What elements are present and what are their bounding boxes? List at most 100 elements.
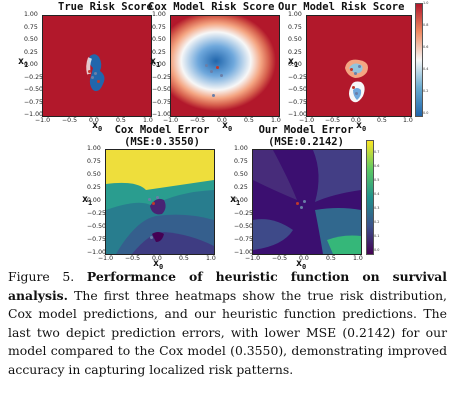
risk-colorbar-tick: 0.8 [423, 23, 429, 27]
y-tick-label: −0.75 [152, 98, 171, 106]
heatmap-cox-error [105, 149, 215, 255]
caption-label: Figure 5. [8, 269, 75, 284]
heatmap-cox-risk [170, 15, 280, 117]
x-tick-label: −0.5 [190, 117, 206, 124]
risk-colorbar-tick: 0.6 [423, 45, 429, 49]
x-tick-label: 0.0 [299, 255, 309, 262]
sample-point [150, 236, 153, 239]
sample-point [300, 206, 303, 209]
y-tick-label: −0.75 [234, 236, 253, 243]
x-tick-label: −1.0 [35, 117, 51, 124]
y-tick-label: 0.25 [288, 48, 302, 56]
x-tick-label: −1.0 [299, 117, 315, 124]
y-tick-label: −0.50 [24, 86, 43, 93]
sample-point [296, 202, 299, 205]
error-colorbar-tick: 0.7 [374, 150, 380, 154]
error-colorbar-tick: 0.0 [374, 248, 380, 252]
sample-point [350, 68, 353, 71]
x-axis-label: x0 [222, 120, 233, 133]
risk-colorbar-tick: 0.4 [423, 67, 429, 71]
caption-bold: Performance of heuristic function on sur… [8, 269, 447, 303]
x-tick-label: 0.5 [179, 255, 189, 262]
y-tick-label: 1.00 [288, 11, 302, 18]
panel-title: True Risk Score [58, 1, 153, 13]
sample-point [303, 200, 306, 203]
heatmap-our-error [252, 149, 362, 255]
y-tick-label: 0.50 [87, 171, 101, 178]
y-axis-label: x1 [288, 56, 299, 69]
risk-colorbar-tick: 0.0 [423, 111, 429, 115]
y-tick-label: −0.50 [234, 223, 253, 230]
y-tick-label: 0.75 [87, 158, 101, 165]
y-tick-label: 0.75 [288, 23, 302, 31]
y-tick-label: 0.50 [234, 171, 248, 178]
x-tick-label: 0.0 [351, 117, 361, 124]
x-tick-label: 0.5 [116, 117, 126, 124]
x-tick-label: −1.0 [245, 255, 261, 262]
y-axis-label: x1 [150, 56, 161, 69]
sample-point [210, 70, 213, 73]
error-colorbar-tick: 0.5 [374, 178, 380, 182]
risk-colorbar-tick: 1.0 [423, 1, 429, 5]
error-colorbar [366, 140, 374, 255]
cox-error-field [106, 180, 214, 254]
our-error-field [253, 150, 361, 254]
x-tick-label: −0.5 [272, 255, 288, 262]
y-tick-label: 1.00 [234, 145, 248, 152]
y-tick-label: 0.00 [24, 61, 38, 68]
error-colorbar-tick: 0.2 [374, 220, 380, 224]
x-axis-label: x0 [153, 258, 164, 271]
y-tick-label: −1.00 [24, 111, 43, 118]
y-tick-label: 0.25 [24, 48, 38, 56]
y-tick-label: −0.25 [152, 73, 171, 81]
x-tick-label: 0.0 [152, 255, 162, 262]
y-tick-label: 0.00 [152, 61, 166, 68]
y-tick-label: 1.00 [152, 11, 166, 18]
y-tick-label: −1.00 [152, 111, 171, 118]
x-axis-label: x0 [296, 258, 307, 271]
y-axis-label: x1 [18, 56, 29, 69]
x-tick-label: 0.0 [89, 117, 99, 124]
x-tick-label: 1.0 [206, 255, 216, 262]
error-colorbar-tick: 0.6 [374, 164, 380, 168]
x-tick-label: −0.5 [62, 117, 78, 124]
x-axis-label: x0 [356, 120, 367, 133]
x-tick-label: 0.5 [244, 117, 254, 124]
sample-point [352, 86, 355, 89]
y-tick-label: −0.25 [288, 73, 307, 81]
y-tick-label: −0.50 [288, 86, 307, 93]
y-tick-label: 1.00 [87, 145, 101, 152]
sample-point [358, 65, 361, 68]
x-tick-label: −1.0 [163, 117, 179, 124]
panel-title: Cox Model Error (MSE:0.3550) [114, 124, 210, 148]
x-tick-label: 1.0 [353, 255, 363, 262]
error-colorbar-tick: 0.3 [374, 206, 380, 210]
x-axis-label: x0 [92, 120, 103, 133]
error-colorbar-tick: 0.4 [374, 192, 380, 196]
y-tick-label: 0.50 [288, 36, 302, 43]
sample-point [91, 76, 94, 79]
y-tick-label: −0.25 [234, 210, 253, 217]
y-tick-label: −1.00 [87, 249, 106, 256]
x-tick-label: 0.5 [326, 255, 336, 262]
y-tick-label: 0.25 [152, 48, 166, 56]
sample-point [205, 64, 208, 67]
y-tick-label: 0.75 [24, 23, 38, 31]
y-tick-label: 0.25 [87, 184, 101, 191]
sample-point [156, 196, 159, 199]
true-risk-region [86, 54, 105, 92]
y-tick-label: −0.25 [24, 73, 43, 81]
sample-point [152, 202, 155, 205]
sample-point [220, 74, 223, 77]
y-tick-label: −0.75 [87, 236, 106, 243]
y-tick-label: −1.00 [288, 111, 307, 118]
x-tick-label: 1.0 [271, 117, 281, 124]
x-tick-label: 1.0 [143, 117, 153, 124]
panel-title: Our Model Error (MSE:0.2142) [258, 124, 354, 148]
y-tick-label: −1.00 [234, 249, 253, 256]
sample-point [88, 70, 91, 73]
sample-point [97, 80, 100, 83]
x-tick-label: −0.5 [325, 117, 341, 124]
y-tick-label: 0.00 [234, 197, 248, 204]
y-tick-label: 0.00 [288, 61, 302, 68]
